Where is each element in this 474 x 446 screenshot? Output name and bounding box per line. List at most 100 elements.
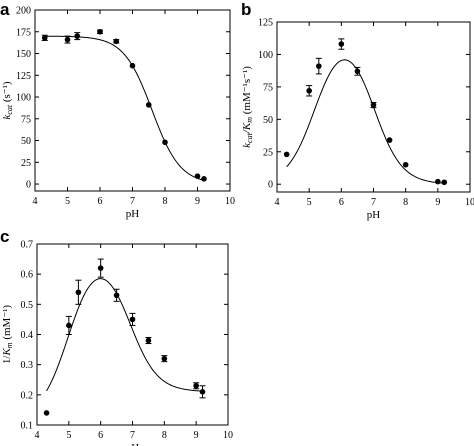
y-tick-label: 0 (268, 180, 273, 191)
plot-frame (36, 243, 229, 426)
data-point (194, 173, 201, 180)
y-tick-label: 150 (16, 49, 31, 60)
y-tick-label: 0 (26, 180, 31, 191)
y-tick-label: 50 (263, 115, 273, 126)
plot-frame (34, 9, 231, 192)
fit-curve (286, 59, 445, 184)
x-axis-label: pH (367, 209, 381, 221)
data-point (145, 337, 152, 344)
y-tick-label: 0.7 (21, 240, 34, 251)
data-point (370, 102, 377, 108)
y-tick-label: 25 (263, 147, 273, 158)
y-axis-label-part: cat (5, 104, 14, 115)
fit-curve (46, 278, 203, 392)
data-point (306, 87, 312, 94)
y-axis-label-part: k (241, 142, 253, 148)
x-tick-label: 10 (465, 197, 474, 208)
y-tick-label: 125 (16, 71, 31, 82)
y-tick-label: 50 (21, 136, 31, 147)
x-tick-label: 4 (35, 430, 40, 441)
panel-letter-c: c (0, 227, 9, 246)
y-tick-label: 0.5 (21, 300, 34, 311)
data-point (66, 322, 72, 329)
x-tick-label: 10 (223, 430, 233, 441)
y-tick-label: 0.4 (21, 330, 34, 341)
y-tick-label: 100 (258, 50, 273, 61)
y-tick-label: 25 (21, 158, 31, 169)
data-point (338, 41, 345, 47)
x-tick-label: 7 (371, 197, 376, 208)
x-tick-label: 4 (275, 197, 280, 208)
data-point (113, 292, 120, 299)
y-axis-label-part: k (1, 114, 13, 120)
x-tick-label: 6 (98, 196, 103, 207)
y-tick-label: 75 (263, 82, 273, 93)
x-tick-label: 7 (130, 196, 135, 207)
data-point (43, 410, 50, 416)
y-tick-label: 0.3 (21, 360, 34, 371)
x-tick-label: 5 (66, 430, 71, 441)
y-axis-label-part: (mM⁻¹s⁻¹) (241, 66, 253, 117)
data-point (354, 68, 361, 75)
y-axis-label-part: cat (245, 132, 254, 143)
data-point (402, 161, 409, 168)
x-tick-label: 8 (163, 196, 168, 207)
x-tick-label: 10 (225, 196, 235, 207)
data-point (193, 382, 199, 389)
x-tick-label: 9 (194, 430, 199, 441)
x-tick-label: 8 (162, 430, 167, 441)
x-tick-label: 6 (98, 430, 103, 441)
y-tick-label: 0.2 (21, 390, 34, 401)
data-point (441, 179, 448, 186)
data-point (199, 389, 206, 395)
data-point (162, 139, 168, 146)
y-tick-label: 200 (16, 6, 31, 17)
x-tick-label: 4 (33, 196, 38, 207)
y-axis-label: kcat/Km (mM⁻¹s⁻¹) (241, 66, 254, 148)
y-axis-label-part: (mM⁻¹) (1, 305, 13, 343)
data-point (435, 178, 441, 185)
data-point (145, 102, 152, 108)
data-point (316, 63, 322, 69)
fit-curve (44, 35, 205, 181)
data-point (161, 355, 168, 362)
data-point (201, 176, 207, 182)
y-tick-label: 100 (16, 93, 31, 104)
x-tick-label: 5 (307, 197, 312, 208)
data-point (97, 265, 104, 271)
y-tick-label: 0.1 (21, 421, 34, 432)
x-tick-label: 7 (130, 430, 135, 441)
data-point (386, 137, 393, 143)
y-axis-label-part: K (1, 348, 13, 357)
x-axis-label: pH (126, 208, 140, 220)
y-axis-label: kcat (s⁻¹) (1, 81, 14, 119)
x-tick-label: 6 (339, 197, 344, 208)
data-point (41, 35, 48, 41)
data-point (64, 36, 71, 43)
data-point (283, 151, 290, 158)
y-tick-label: 75 (21, 114, 31, 125)
y-tick-label: 175 (16, 27, 31, 38)
y-axis-label-part: m (245, 117, 254, 123)
x-tick-label: 9 (195, 196, 200, 207)
data-point (74, 33, 81, 39)
data-point (75, 289, 82, 296)
y-tick-label: 0.6 (21, 270, 34, 281)
data-point (129, 62, 136, 69)
y-axis-label: 1/Km (mM⁻¹) (1, 305, 14, 365)
x-axis-label: pH (126, 442, 140, 446)
x-tick-label: 8 (403, 197, 408, 208)
x-tick-label: 9 (435, 197, 440, 208)
y-axis-label-part: 1/ (1, 355, 13, 365)
y-axis-label-part: m (5, 342, 14, 348)
plot-panel-c: 4 5 6 7 8 9 10 0.1 0.2 0.3 0.4 0.5 0.6 0.7 pH 1/Km (mM⁻… (1, 240, 233, 446)
y-tick-label: 125 (258, 18, 273, 29)
data-point (97, 28, 103, 35)
data-point (113, 38, 120, 45)
y-axis-label-part: /K (241, 122, 253, 134)
panel-letter-a: a (0, 0, 10, 19)
panel-letter-b: b (241, 0, 251, 19)
